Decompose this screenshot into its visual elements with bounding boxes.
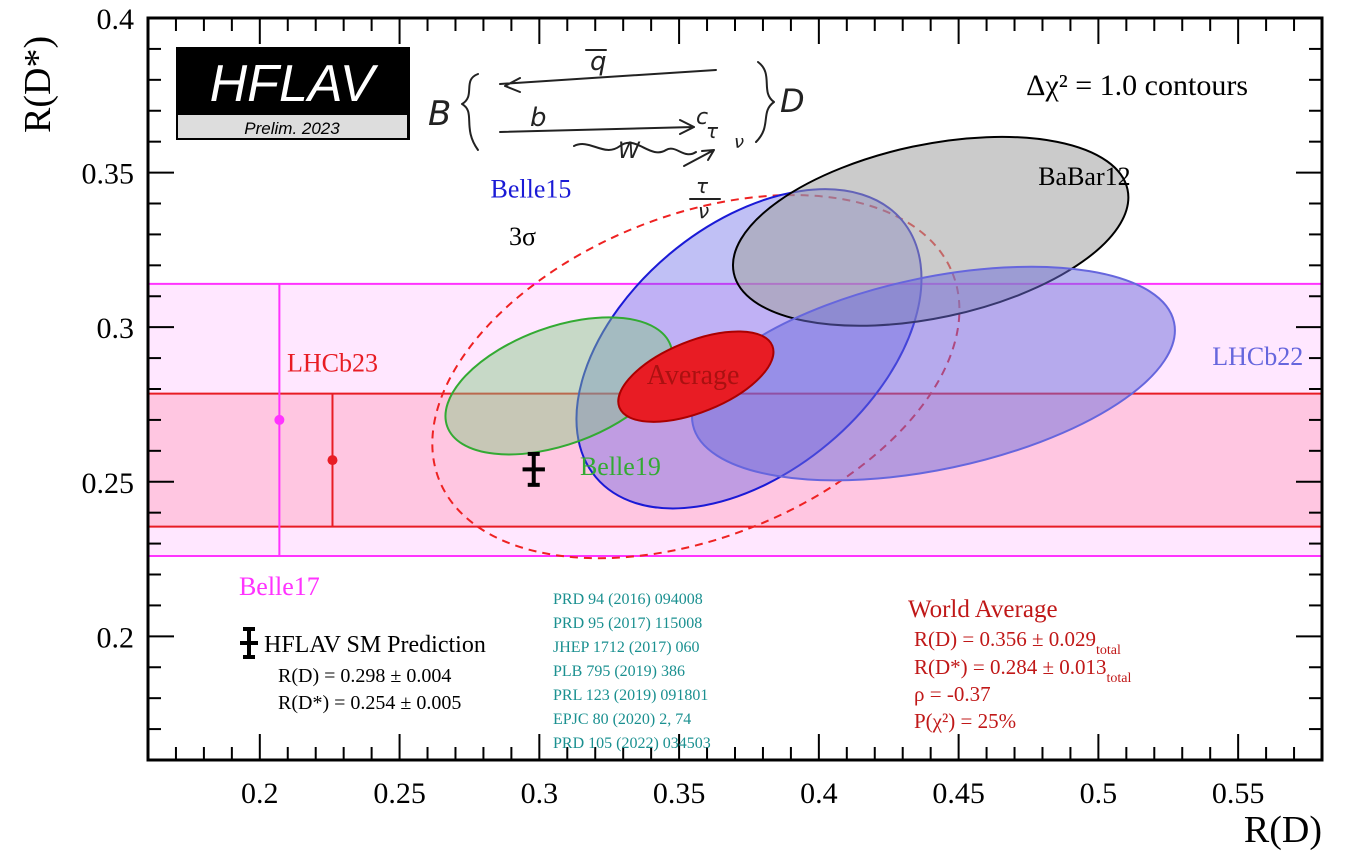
- x-tick-label: 0.55: [1212, 777, 1265, 810]
- hw-d-meson: D: [780, 82, 805, 120]
- belle15-label: Belle15: [491, 174, 572, 203]
- logo-main-text: HFLAV: [210, 55, 379, 113]
- y-tick-label: 0.35: [82, 158, 135, 191]
- lhcb23-label: LHCb23: [287, 348, 378, 377]
- hflav-logo: HFLAV Prelim. 2023: [176, 47, 410, 140]
- world-average-rd-sub: total: [1096, 643, 1121, 658]
- world-average-rdstar: R(D*) = 0.284 ± 0.013total: [914, 655, 1132, 686]
- sm-legend-marker: [240, 627, 258, 659]
- logo-sub-background: [178, 115, 407, 138]
- reference-item: PRD 94 (2016) 094008: [553, 591, 703, 608]
- antiquark-arrow: [499, 69, 717, 93]
- hw-antiquark: q: [590, 47, 607, 77]
- handwritten-annotation: [461, 49, 775, 200]
- tau-arrow: [683, 149, 715, 167]
- y-tick-label: 0.25: [82, 467, 135, 500]
- sm-legend: HFLAV SM Prediction R(D) = 0.298 ± 0.004…: [240, 627, 486, 714]
- x-tick-label: 0.35: [653, 777, 706, 810]
- reference-item: PRL 123 (2019) 091801: [553, 687, 708, 704]
- sm-prediction-point: [522, 451, 545, 487]
- x-tick-label: 0.2: [241, 777, 279, 810]
- x-tick-label: 0.45: [932, 777, 985, 810]
- hw-w: W: [618, 139, 641, 164]
- sm-legend-rd: R(D) = 0.298 ± 0.004: [278, 665, 451, 687]
- right-brace: [755, 61, 775, 143]
- belle17-label: Belle17: [239, 572, 320, 601]
- points-layer: [274, 283, 545, 556]
- lhcb22-label: LHCb22: [1212, 342, 1303, 371]
- hw-quark-c: c: [696, 105, 708, 130]
- left-brace: [461, 73, 479, 151]
- hw-tau: τ: [706, 119, 719, 143]
- belle19-ellipse: [444, 316, 674, 456]
- reference-item: JHEP 1712 (2017) 060: [553, 639, 700, 656]
- babar12-label: BaBar12: [1038, 162, 1130, 191]
- y-axis-title: R(D*): [17, 36, 59, 133]
- reference-item: PLB 795 (2019) 386: [553, 663, 685, 680]
- sm-legend-title: HFLAV SM Prediction: [264, 632, 486, 658]
- reference-item: PRD 95 (2017) 115008: [553, 615, 702, 632]
- contour-label: Δχ² = 1.0 contours: [1026, 69, 1248, 102]
- world-average-box: World Average R(D) = 0.356 ± 0.029total …: [908, 596, 1132, 733]
- reference-item: EPJC 80 (2020) 2, 74: [553, 711, 691, 728]
- x-axis-title: R(D): [1244, 809, 1322, 851]
- world-average-rdstar-sub: total: [1107, 671, 1132, 686]
- y-tick-label: 0.3: [97, 312, 135, 345]
- x-tick-label: 0.5: [1080, 777, 1118, 810]
- hw-b-meson: B: [428, 94, 451, 134]
- x-tick-label: 0.4: [800, 777, 838, 810]
- x-tick-label: 0.25: [373, 777, 426, 810]
- y-tick-label: 0.4: [97, 3, 135, 36]
- 3-label: 3σ: [509, 222, 536, 251]
- ellipses-layer: [431, 135, 1176, 560]
- belle19-label: Belle19: [580, 452, 661, 481]
- belle17-point: [274, 414, 285, 425]
- world-average-rd-value: R(D) = 0.356 ± 0.029: [914, 627, 1096, 651]
- x-tick-label: 0.3: [521, 777, 559, 810]
- sm-legend-rdstar: R(D*) = 0.254 ± 0.005: [278, 692, 461, 714]
- lhcb23-point: [327, 455, 338, 466]
- hw-nu: ν: [734, 132, 744, 153]
- average-label: Average: [647, 360, 740, 391]
- reference-item: PRD 105 (2022) 034503: [553, 735, 711, 752]
- lhcb22-ellipse: [691, 265, 1176, 482]
- hw-tau-lower: τ: [696, 174, 709, 198]
- world-average-rd: R(D) = 0.356 ± 0.029total: [914, 627, 1121, 658]
- world-average-pchi2: P(χ²) = 25%: [914, 709, 1016, 733]
- average-ellipse: [617, 330, 775, 423]
- hw-quark-b: b: [530, 103, 547, 133]
- handwritten-letters: B q b c W τ ν τ ν D: [428, 47, 805, 223]
- world-average-title: World Average: [908, 596, 1058, 623]
- world-average-rho: ρ = -0.37: [914, 682, 991, 706]
- references-list: PRD 94 (2016) 094008 PRD 95 (2017) 115008…: [553, 591, 711, 752]
- y-tick-label: 0.2: [97, 621, 135, 654]
- labels-layer: 0.2 0.25 0.3 0.35 0.4 0.45 0.5 0.55 0.2 0.25 0.3 0.…: [82, 3, 1304, 810]
- w-boson-line: [573, 141, 697, 156]
- hw-nu-lower: ν: [698, 199, 709, 223]
- quark-arrow: [499, 119, 695, 135]
- world-average-rdstar-value: R(D*) = 0.284 ± 0.013: [914, 655, 1107, 679]
- ticks-layer: [148, 18, 1322, 760]
- logo-sub-text: Prelim. 2023: [244, 119, 340, 138]
